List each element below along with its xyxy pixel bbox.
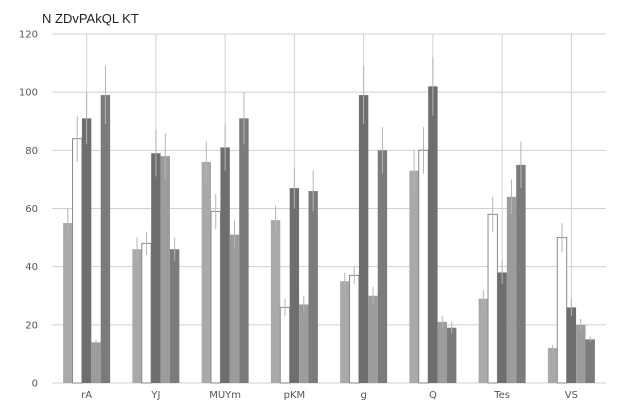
bar [141, 242, 152, 384]
bar [169, 249, 180, 383]
bar [428, 86, 438, 383]
bar [556, 237, 568, 384]
bar [340, 281, 350, 383]
bar [220, 147, 230, 383]
bar [418, 149, 429, 384]
y-tick-label: 60 [25, 204, 38, 215]
bar [299, 304, 309, 383]
bar [63, 223, 73, 383]
bar [72, 138, 83, 384]
bar [516, 164, 526, 383]
bar [279, 306, 291, 384]
bar [576, 324, 586, 383]
bar [91, 342, 101, 383]
x-tick-label: Tes [493, 390, 510, 401]
axis-layer: 0 20 40 60 80 100 120 rA YJ MUYm pKM g Q Tes VS [19, 30, 578, 402]
y-tick-label: 80 [25, 146, 38, 157]
x-tick-label: VS [565, 390, 578, 401]
bar [377, 150, 388, 383]
bar [478, 298, 489, 383]
bar [100, 95, 111, 383]
bar [210, 210, 221, 384]
x-tick-label: MUYm [209, 390, 241, 401]
y-tick-label: 100 [19, 88, 38, 99]
bar [229, 234, 240, 383]
y-tick-label: 20 [25, 320, 38, 331]
chart-title: N ZDvPAkQL KT [42, 11, 139, 26]
bar [308, 191, 318, 383]
bar [270, 220, 281, 383]
bar [566, 307, 577, 383]
bar [358, 95, 369, 383]
bar [81, 118, 92, 383]
x-tick-label: g [360, 390, 366, 401]
bar [409, 170, 419, 383]
bar [289, 188, 300, 383]
bar [506, 196, 517, 383]
y-tick-label: 120 [19, 30, 38, 41]
bar [497, 272, 507, 383]
bar [368, 295, 378, 383]
x-tick-label: Q [429, 390, 437, 401]
bar [446, 327, 457, 383]
bar [151, 153, 161, 383]
bar [585, 339, 595, 383]
y-tick-label: 40 [25, 262, 38, 273]
bar [349, 274, 360, 384]
bar [160, 156, 170, 383]
bar-layer [63, 57, 595, 384]
bar [487, 213, 498, 384]
bar [132, 249, 142, 383]
x-tick-label: YJ [150, 390, 160, 401]
x-tick-label: rA [81, 390, 92, 401]
bar [437, 321, 447, 383]
bar [201, 161, 212, 383]
y-tick-label: 0 [32, 379, 38, 390]
x-tick-label: pKM [284, 390, 306, 401]
bar [547, 348, 558, 383]
bar [239, 118, 249, 383]
